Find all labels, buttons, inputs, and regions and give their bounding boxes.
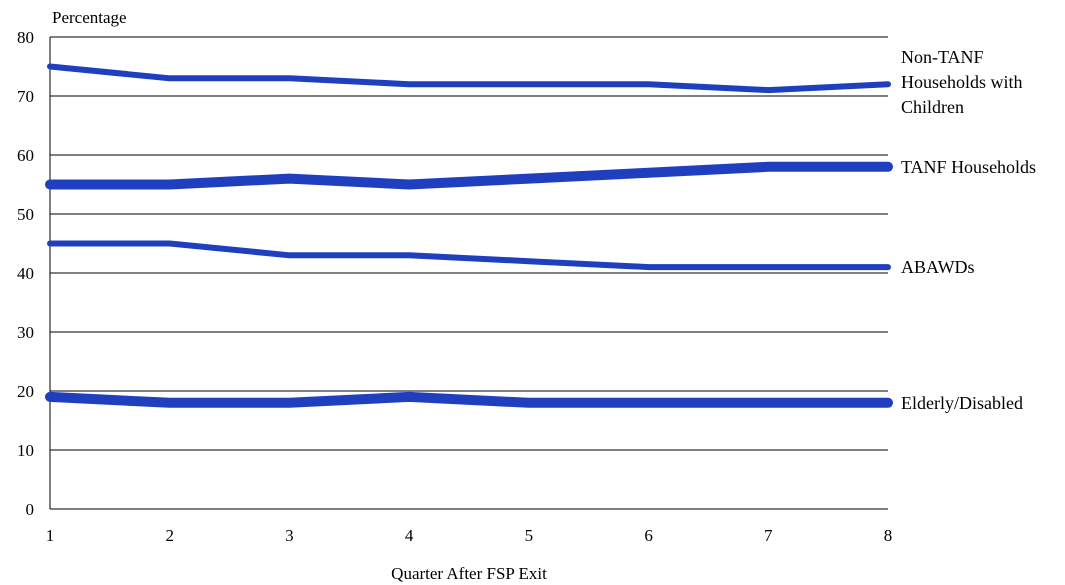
y-tick-label: 30 [17, 323, 34, 342]
y-tick-label: 20 [17, 382, 34, 401]
series-labels: Non-TANF Households with Children TANF Hous… [901, 47, 1036, 413]
series-lines [45, 63, 893, 408]
x-tick-label: 8 [884, 526, 893, 545]
series-label-1: TANF Households [901, 157, 1036, 177]
y-tick-label: 70 [17, 87, 34, 106]
series-label-0: Non-TANF Households with Children [901, 47, 1023, 117]
y-tick-label: 60 [17, 146, 34, 165]
series-label-2: ABAWDs [901, 257, 975, 277]
gridlines [50, 36, 888, 451]
series-line-0 [47, 63, 891, 94]
y-axis-title: Percentage [52, 8, 127, 27]
series-line-3 [45, 391, 893, 408]
y-tick-label: 0 [26, 500, 35, 519]
x-tick-label: 3 [285, 526, 294, 545]
y-tick-label: 40 [17, 264, 34, 283]
x-tick-label: 7 [764, 526, 773, 545]
series-label-3: Elderly/Disabled [901, 393, 1023, 413]
x-tick-label: 5 [525, 526, 534, 545]
axes [49, 37, 888, 510]
y-tick-label: 50 [17, 205, 34, 224]
x-tick-label: 6 [644, 526, 653, 545]
series-line-1 [45, 161, 893, 190]
tick-labels: 0 10 20 30 40 50 60 70 80 1 2 3 4 5 6 7 8 [17, 28, 892, 545]
x-tick-label: 1 [46, 526, 55, 545]
x-tick-label: 2 [165, 526, 174, 545]
series-line-2 [47, 240, 891, 271]
x-axis-title: Quarter After FSP Exit [391, 564, 547, 583]
y-tick-label: 80 [17, 28, 34, 47]
y-tick-label: 10 [17, 441, 34, 460]
x-tick-label: 4 [405, 526, 414, 545]
